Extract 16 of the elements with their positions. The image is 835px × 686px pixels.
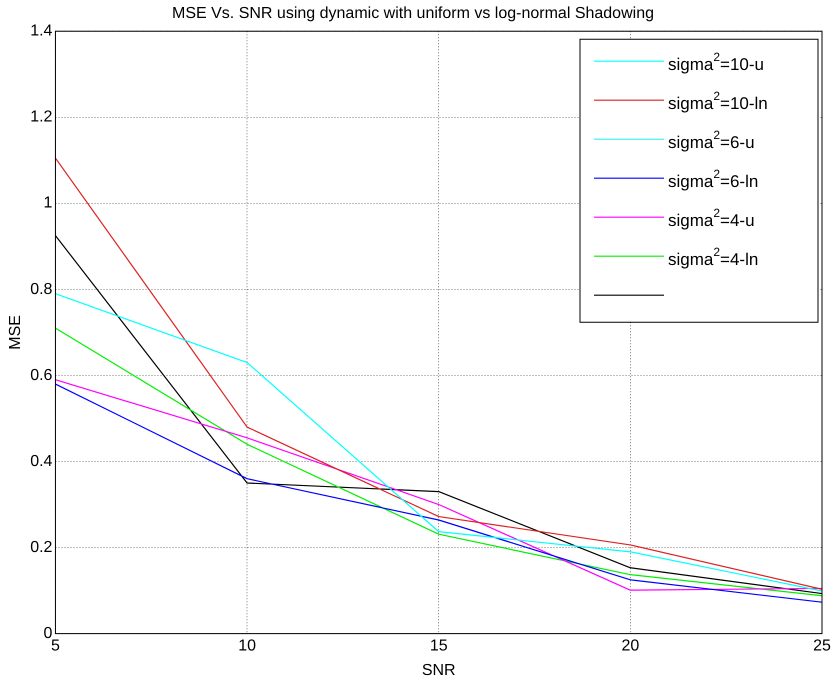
chart-title: MSE Vs. SNR using dynamic with uniform vs log-normal Shadowing [172,5,654,22]
y-tick-label: 0 [44,625,53,642]
y-tick-label: 1 [44,194,53,212]
x-tick-label: 25 [813,638,831,655]
y-tick-label: 0.6 [30,366,53,384]
x-tick-label: 15 [430,638,448,655]
y-tick-label: 0.8 [30,280,53,298]
x-tick-label: 10 [238,638,256,655]
y-tick-label: 1.2 [30,108,53,126]
x-axis-title: SNR [422,662,456,679]
y-tick-label: 0.2 [30,538,53,556]
y-tick-label: 0.4 [30,452,53,470]
y-axis-title: MSE [7,315,24,350]
x-tick-label: 5 [50,638,60,655]
x-tick-label: 20 [621,638,640,655]
y-tick-label: 1.4 [30,22,53,40]
